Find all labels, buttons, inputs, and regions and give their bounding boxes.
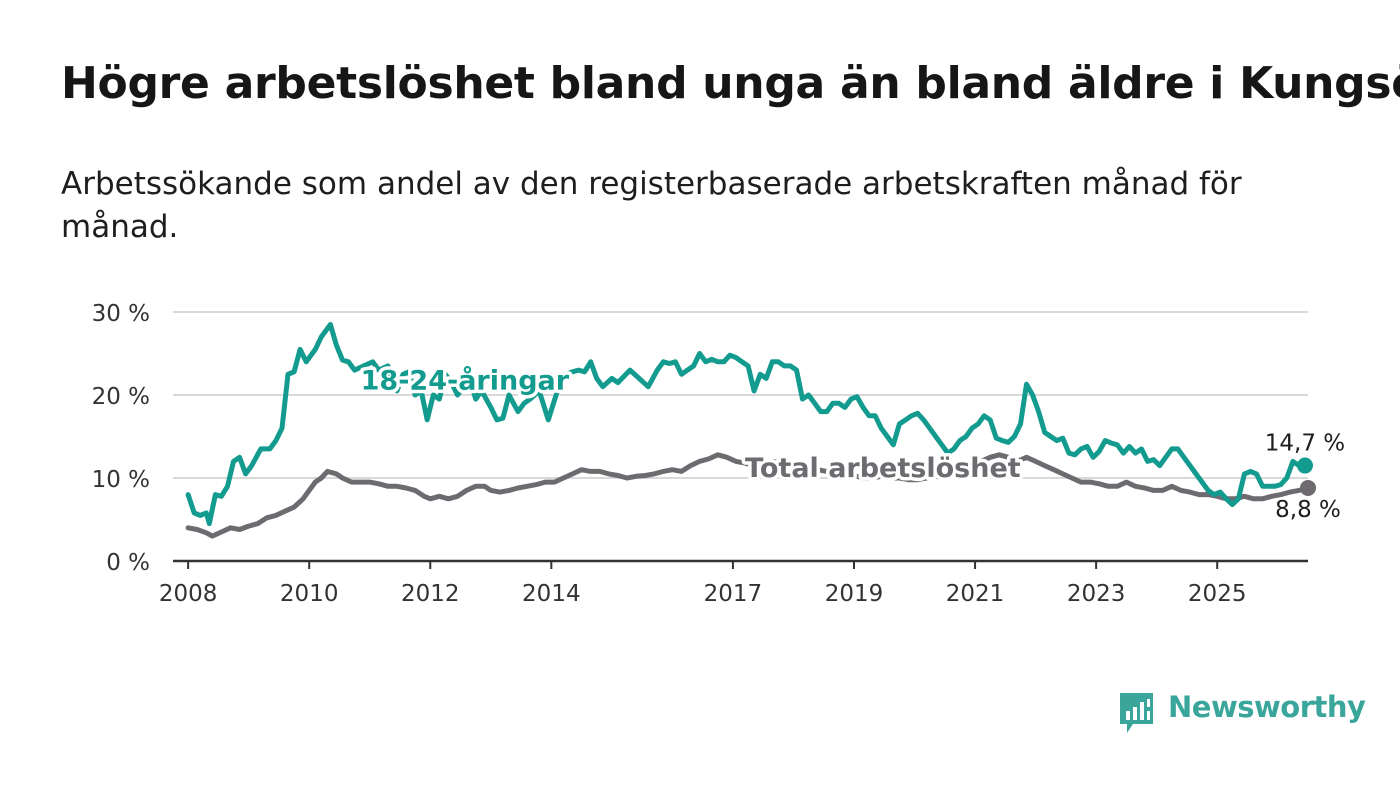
end-label-18-24: 14,7 %: [1265, 431, 1345, 457]
y-tick-label: 0 %: [106, 550, 150, 576]
series-line-total: [185, 452, 1311, 539]
x-tick-label: 2025: [1188, 581, 1247, 607]
y-tick-label: 20 %: [92, 384, 150, 410]
series-label-18-24: 18-24-åringar: [361, 365, 570, 397]
x-tick-label: 2012: [401, 581, 460, 607]
end-point-18-24: [1296, 457, 1313, 474]
x-tick-label: 2023: [1067, 581, 1126, 607]
y-tick-label: 10 %: [92, 467, 150, 493]
end-point-total: [1300, 479, 1316, 496]
x-tick-label: 2021: [946, 581, 1005, 607]
x-tick-label: 2010: [280, 581, 339, 607]
series-labels: 18-24-åringar Total arbetslöshet 14,7 % 8,8…: [357, 361, 1348, 525]
x-tick-label: 2017: [704, 581, 763, 607]
bar-chart-speech-bubble-icon: [1120, 693, 1153, 733]
series-line-18-24: [185, 322, 1308, 527]
brand-name: Newsworthy: [1168, 690, 1366, 724]
axes: 0 % 10 % 20 % 30 % 2008 2010 2012 2014 2017 2019 2…: [92, 301, 1308, 607]
chart-title: Högre arbetslöshet bland unga än bland ä…: [61, 58, 1400, 109]
grid-lines: [173, 311, 1308, 479]
series-lines: [185, 322, 1316, 539]
x-tick-label: 2014: [522, 581, 581, 607]
newsworthy-logo: Newsworthy: [1117, 690, 1366, 740]
chart-subtitle: Arbetssökande som andel av den registerb…: [61, 166, 1242, 245]
x-tick-label: 2019: [825, 581, 884, 607]
y-tick-label: 30 %: [92, 301, 150, 327]
end-label-total: 8,8 %: [1275, 497, 1341, 523]
x-tick-label: 2008: [159, 581, 218, 607]
series-label-total: Total arbetslöshet: [745, 453, 1021, 484]
